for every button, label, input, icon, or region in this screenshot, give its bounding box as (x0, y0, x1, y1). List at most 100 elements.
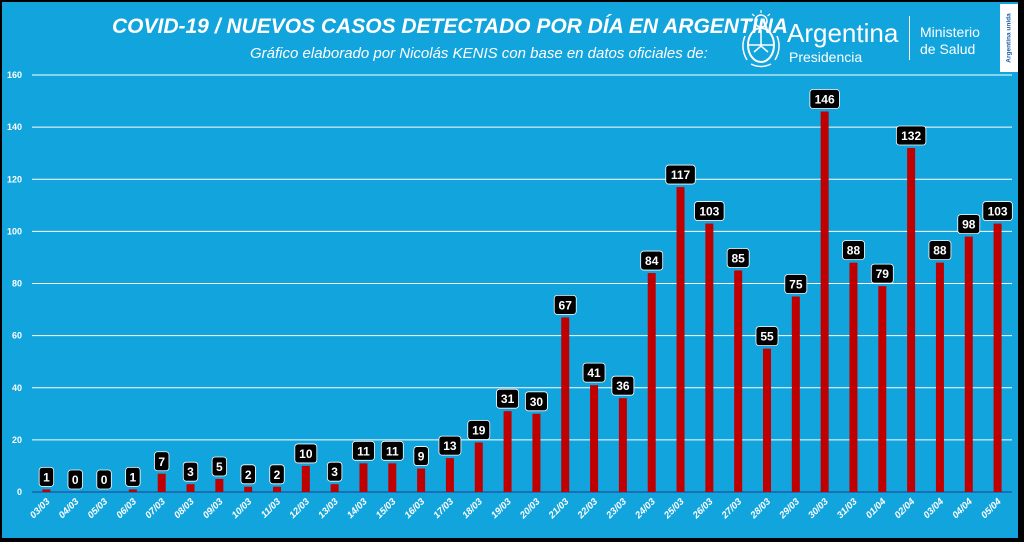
data-label-box (611, 375, 635, 396)
data-label: 146 (815, 92, 835, 106)
national-seal-icon (742, 10, 780, 68)
x-tick-label: 29/03 (777, 496, 803, 522)
x-tick-label: 11/03 (259, 496, 284, 521)
data-label-box (211, 456, 228, 477)
data-label-box (809, 89, 840, 109)
x-tick-label: 13/03 (316, 496, 341, 521)
x-tick-label: 07/03 (143, 496, 168, 521)
y-tick-label: 160 (7, 70, 22, 80)
data-label-box (982, 201, 1013, 221)
bar (157, 473, 166, 492)
bar (763, 348, 771, 492)
x-tick-label: 05/04 (979, 496, 1004, 521)
argentina-unida-badge: Argentina unida (1000, 4, 1018, 72)
x-tick-label: 20/03 (517, 496, 543, 522)
bar (935, 262, 944, 492)
bar (561, 317, 570, 492)
x-tick-label: 21/03 (546, 496, 572, 522)
data-label-box (842, 240, 865, 261)
data-label-box (694, 201, 725, 221)
data-label-box (182, 461, 199, 482)
y-tick-label: 120 (7, 174, 22, 184)
data-label: 1 (130, 470, 137, 484)
data-label: 30 (530, 395, 544, 409)
x-tick-label: 30/03 (806, 496, 831, 521)
ministry-line-1: Ministerio (920, 24, 980, 40)
argentina-logo-text: Argentina (787, 18, 899, 48)
bar (676, 187, 685, 492)
data-label-box (413, 446, 429, 466)
data-label: 88 (933, 244, 947, 258)
bar (820, 111, 829, 493)
bar (532, 413, 541, 492)
data-label: 7 (158, 455, 165, 469)
bar (878, 286, 887, 492)
data-label-box (67, 469, 83, 490)
chart-subtitle: Gráfico elaborado por Nicolás KENIS con … (250, 45, 708, 62)
x-tick-label: 04/03 (57, 496, 82, 521)
data-label: 13 (443, 439, 457, 453)
presidencia-logo-text: Presidencia (789, 49, 863, 65)
bar (734, 270, 743, 492)
data-label-box (895, 125, 927, 146)
bar (244, 486, 253, 492)
x-tick-label: 09/03 (201, 496, 226, 521)
x-tick-label: 16/03 (403, 496, 428, 521)
ministry-line-2: de Salud (920, 41, 976, 57)
data-label: 0 (72, 473, 79, 487)
data-label-box (125, 466, 141, 487)
data-label-box (352, 440, 375, 461)
x-tick-label: 10/03 (230, 496, 255, 521)
x-tick-label: 27/03 (719, 496, 745, 522)
x-tick-label: 23/03 (604, 496, 630, 522)
data-label: 19 (472, 423, 486, 437)
x-tick-label: 12/03 (287, 496, 312, 521)
bar (417, 468, 426, 492)
x-tick-label: 18/03 (460, 496, 485, 521)
x-tick-label: 02/04 (893, 496, 918, 521)
x-tick-label: 14/03 (345, 496, 370, 521)
data-label: 2 (274, 468, 281, 482)
x-tick-label: 03/04 (921, 496, 946, 521)
data-label-box (640, 250, 664, 271)
data-label-box (553, 294, 577, 315)
data-label-box (665, 164, 696, 185)
data-label-box (467, 420, 491, 440)
data-label-box (582, 362, 606, 383)
data-label: 0 (101, 473, 108, 487)
y-tick-label: 0 (17, 487, 22, 497)
bar (907, 147, 916, 492)
data-label: 41 (587, 366, 601, 380)
bar (647, 273, 656, 492)
y-tick-label: 100 (7, 226, 22, 236)
bar (791, 296, 800, 492)
data-label: 36 (616, 379, 630, 393)
y-tick-label: 20 (12, 435, 22, 445)
data-label: 103 (699, 205, 719, 219)
y-tick-label: 140 (7, 122, 22, 132)
data-label-box (755, 326, 779, 347)
data-label-box (870, 263, 894, 284)
data-label: 132 (901, 129, 921, 143)
data-label: 103 (988, 205, 1008, 219)
data-label-box (38, 466, 55, 487)
bar (273, 486, 281, 492)
data-label: 11 (386, 444, 399, 458)
data-label: 1 (43, 470, 50, 484)
x-tick-label: 01/04 (864, 496, 889, 521)
y-tick-label: 40 (12, 383, 22, 393)
bar (42, 489, 51, 492)
argentina-unida-text: Argentina unida (1005, 13, 1013, 63)
bar (388, 463, 397, 492)
data-label: 31 (501, 392, 515, 406)
data-label-box (496, 388, 519, 409)
data-label: 55 (760, 330, 774, 344)
data-label: 3 (331, 465, 338, 479)
x-tick-label: 24/03 (633, 496, 659, 522)
data-label-box (326, 461, 343, 482)
data-label-box (957, 214, 981, 234)
x-tick-label: 04/04 (950, 496, 975, 521)
x-tick-label: 28/03 (748, 496, 774, 522)
